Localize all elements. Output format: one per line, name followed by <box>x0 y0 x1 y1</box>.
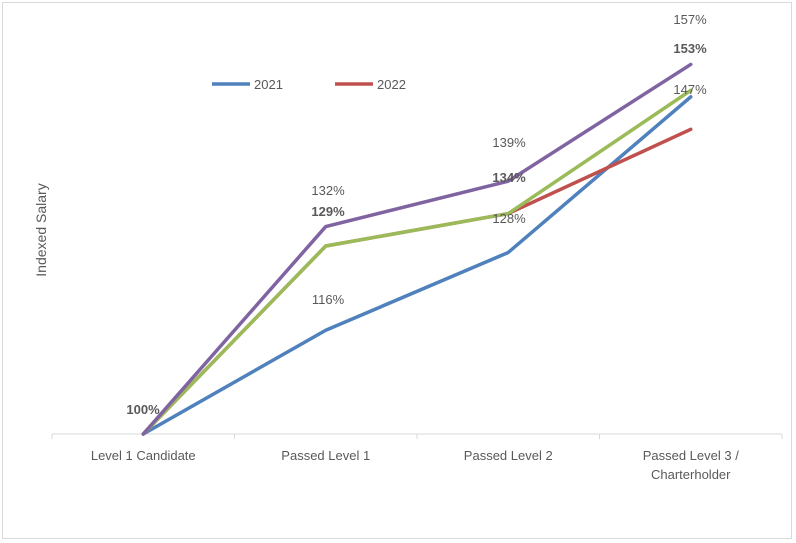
data-label: 134% <box>492 170 526 185</box>
legend-entry: 2022 <box>377 77 406 92</box>
legend: 2021 2022 <box>212 77 406 92</box>
series-line-1 <box>141 95 693 436</box>
data-label: 100% <box>126 402 160 417</box>
x-tick-label: Level 1 Candidate <box>91 448 196 463</box>
series-line-3 <box>141 88 693 436</box>
data-label: 153% <box>673 41 707 56</box>
data-label: 157% <box>673 12 707 27</box>
data-label: 128% <box>492 211 526 226</box>
series-lines <box>141 62 693 436</box>
x-tick-labels: Level 1 Candidate Passed Level 1 Passed Le… <box>91 448 739 482</box>
x-tick-label: Passed Level 3 /Charterholder <box>643 448 740 482</box>
x-axis <box>51 433 783 439</box>
legend-entry: 2021 <box>254 77 283 92</box>
data-label: 147% <box>673 82 707 97</box>
data-label: 132% <box>311 183 345 198</box>
data-labels: 100% 116% 129% 132% 128% 134% 139% 147% 153% 157% <box>126 12 707 417</box>
x-tick-label: Passed Level 2 <box>464 448 553 463</box>
series-line-4 <box>141 62 693 436</box>
data-label: 129% <box>311 204 345 219</box>
data-label: 139% <box>492 135 526 150</box>
x-tick-label: Passed Level 1 <box>281 448 370 463</box>
data-label: 116% <box>312 292 345 307</box>
y-axis-label: Indexed Salary <box>33 183 49 276</box>
